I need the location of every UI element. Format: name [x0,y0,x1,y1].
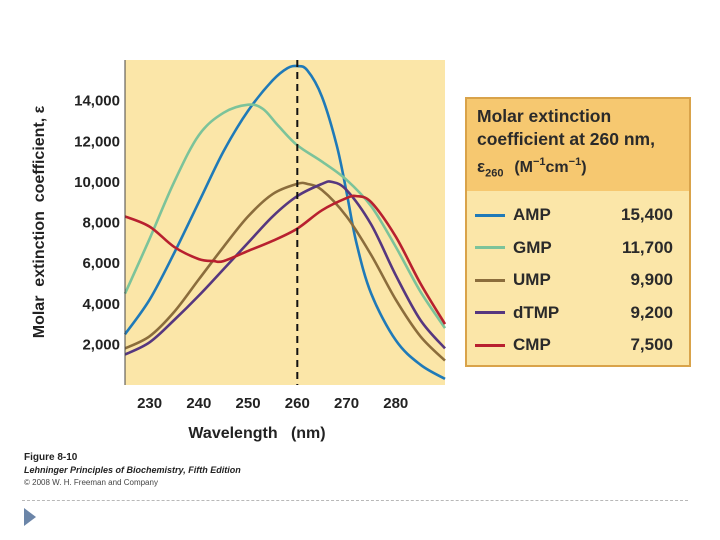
legend-item-value: 9,900 [630,270,673,290]
book-title: Lehninger Principles of Biochemistry, Fi… [24,465,241,475]
units-close: ) [581,158,587,176]
y-tick-label-2000: 2,000 [82,336,120,353]
y-tick-label-10000: 10,000 [74,174,120,191]
legend-item-cmp: CMP 7,500 [475,329,677,362]
legend-item-name: AMP [513,205,551,225]
legend-header: Molar extinction coefficient at 260 nm, … [467,99,689,191]
x-tick-label-250: 250 [236,395,261,412]
legend-item-ump: UMP 9,900 [475,264,677,297]
units-exp2: −1 [568,156,582,168]
units-exp1: −1 [532,156,546,168]
bullet-arrow-icon [24,508,36,526]
y-axis-label: Molar extinction coefficient, ε [31,105,48,338]
legend-item-value: 9,200 [630,302,673,322]
legend-units: ε260 (M−1cm−1) [477,151,679,185]
x-tick-label-260: 260 [285,395,310,412]
units-open: (M [514,158,533,176]
slide-divider [22,500,688,501]
epsilon-subscript: 260 [485,167,504,180]
legend-item-value: 7,500 [630,335,673,355]
figure-number: Figure 8-10 [24,452,78,463]
x-tick-label-230: 230 [137,395,162,412]
x-axis-label: Wavelength (nm) [188,425,325,442]
legend-item-value: 11,700 [621,237,673,257]
legend-swatch [475,213,505,217]
legend-item-amp: AMP 15,400 [475,199,677,232]
legend-item-name: dTMP [513,302,560,322]
legend-swatch [475,246,505,250]
legend-swatch [475,311,505,315]
legend-title-line1: Molar extinction [477,106,612,126]
series-line-gmp [123,103,447,329]
series-line-cmp [124,194,447,325]
series-line-amp [123,64,446,381]
y-tick-label-6000: 6,000 [82,255,120,272]
legend-title-line2: coefficient at 260 nm, [477,129,655,149]
x-tick-label-280: 280 [383,395,408,412]
y-tick-label-12000: 12,000 [74,133,120,150]
copyright-line: © 2008 W. H. Freeman and Company [24,478,158,487]
legend-item-name: CMP [513,335,551,355]
y-tick-label-4000: 4,000 [82,296,120,313]
y-tick-label-8000: 8,000 [82,215,120,232]
legend-item-value: 15,400 [621,205,673,225]
figure-caption: Figure 8-10 Lehninger Principles of Bioc… [24,452,241,487]
legend-swatch [475,278,505,282]
x-tick-label-240: 240 [186,395,211,412]
legend-item-gmp: GMP 11,700 [475,232,677,265]
legend-item-name: UMP [513,270,551,290]
plot-area [125,60,445,385]
legend-rows: AMP 15,400 GMP 11,700 UMP 9,900 dTMP 9,200 CMP 7,… [467,191,689,362]
legend-item-dtmp: dTMP 9,200 [475,297,677,330]
legend-item-name: GMP [513,237,552,257]
legend-swatch [475,343,505,347]
y-tick-label-14000: 14,000 [74,93,120,110]
epsilon-symbol: ε [477,156,486,176]
units-cm: cm [545,158,569,176]
x-tick-label-270: 270 [334,395,359,412]
legend: Molar extinction coefficient at 260 nm, … [465,97,691,367]
